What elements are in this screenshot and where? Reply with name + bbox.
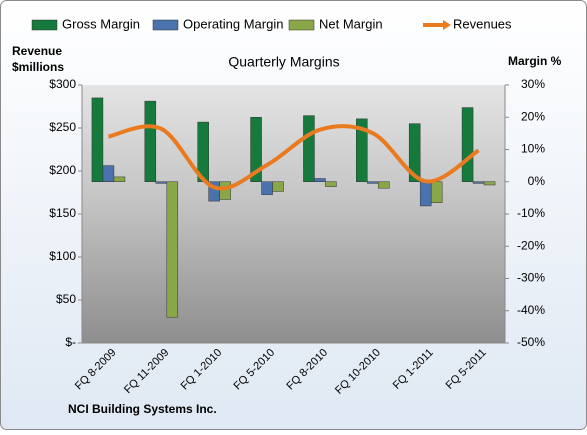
- revenue-line: [107, 124, 480, 191]
- y-tick-label: $200: [49, 163, 76, 177]
- y2-tick-label: -40%: [517, 303, 545, 317]
- bar: [356, 118, 368, 183]
- bar: [155, 181, 168, 184]
- bar: [325, 181, 337, 187]
- legend-label: Net Margin: [319, 16, 383, 31]
- bar: [419, 181, 432, 207]
- bar: [113, 176, 126, 183]
- bar: [378, 181, 390, 189]
- bar: [144, 100, 157, 182]
- bar: [261, 181, 273, 195]
- y2-tick-label: -10%: [517, 206, 545, 220]
- legend-swatch: [152, 19, 179, 31]
- bar: [102, 165, 115, 182]
- bar: [408, 123, 421, 182]
- legend-label: Gross Margin: [62, 16, 140, 31]
- y2-tick-label: -50%: [517, 335, 545, 349]
- legend-swatch: [288, 19, 315, 31]
- bar: [272, 181, 284, 192]
- y2-tick-label: 20%: [521, 109, 545, 123]
- y2-tick-label: -30%: [517, 271, 545, 285]
- y2-axis-label: Margin %: [508, 54, 562, 68]
- bar: [461, 107, 474, 182]
- y-axis-label: Revenue: [12, 44, 62, 58]
- y2-tick-label: -20%: [517, 238, 545, 252]
- legend-swatch: [31, 19, 58, 31]
- bar: [430, 181, 443, 203]
- bar: [483, 181, 496, 186]
- chart-title: Quarterly Margins: [228, 54, 339, 70]
- footnote: NCI Building Systems Inc.: [68, 402, 217, 416]
- bar: [219, 181, 231, 200]
- y2-tick-label: 10%: [521, 142, 545, 156]
- legend-label: Operating Margin: [183, 16, 283, 31]
- y-tick-label: $-: [65, 335, 76, 349]
- y-tick-label: $100: [49, 249, 76, 263]
- bar: [250, 117, 262, 182]
- legend-swatch: [443, 20, 451, 30]
- y-axis-label: $millions: [12, 60, 64, 74]
- bar: [367, 181, 379, 184]
- y-tick-label: $150: [49, 206, 76, 220]
- bar: [91, 97, 104, 182]
- bar: [303, 115, 315, 182]
- y-tick-label: $50: [56, 292, 76, 306]
- y2-tick-label: 30%: [521, 77, 545, 91]
- bar: [314, 178, 326, 182]
- y-tick-label: $300: [49, 77, 76, 91]
- bar: [472, 181, 485, 184]
- legend-label: Revenues: [453, 16, 512, 31]
- y2-tick-label: 0%: [528, 174, 546, 188]
- bar: [166, 181, 179, 318]
- y-tick-label: $250: [49, 120, 76, 134]
